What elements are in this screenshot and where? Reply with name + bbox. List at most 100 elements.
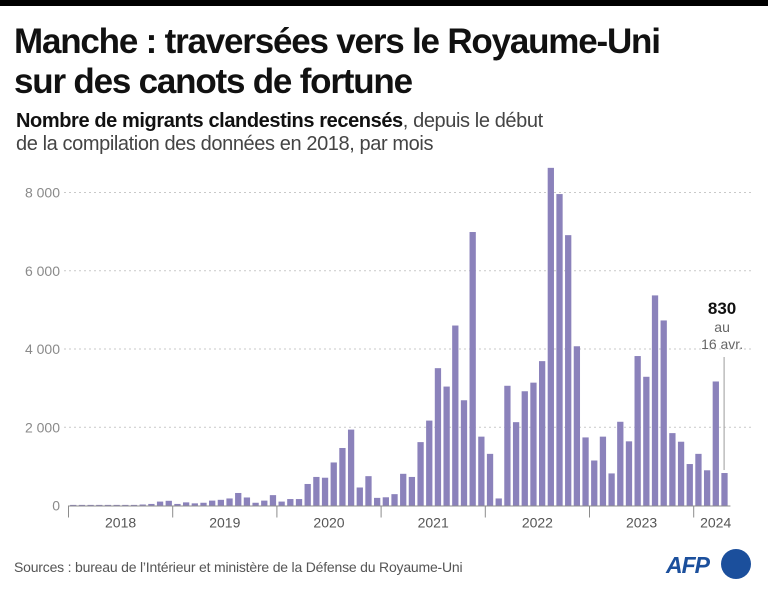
bar [591,460,598,506]
bar [243,497,251,506]
bar [347,429,355,506]
bar [660,320,667,506]
bar [313,476,320,506]
annotation-value: 830 [708,299,736,318]
bar [669,433,676,506]
bar [295,499,303,506]
bar [721,473,728,506]
bar [582,437,589,506]
source-note: Sources : bureau de l’Intérieur et minis… [14,559,463,575]
bar [182,502,190,506]
title-line-2: sur des canots de fortune [14,62,413,101]
bar [686,464,693,506]
subtitle-rest: , depuis le début [402,110,543,132]
bar [469,232,476,506]
bar [504,385,511,506]
bar [191,503,198,506]
bar [608,473,615,506]
bar [486,453,494,506]
bar [321,477,329,506]
afp-logo-circle-icon [721,549,751,579]
bar [104,504,112,506]
x-tick-label: 2023 [626,515,657,531]
bar [677,441,685,506]
subtitle-bold: Nombre de migrants clandestins recensés [16,110,403,132]
bar [235,492,242,506]
bar [530,382,537,506]
x-tick-label: 2018 [105,515,136,531]
x-tick-label: 2024 [700,515,731,531]
bar [452,325,459,506]
x-tick-label: 2022 [522,515,553,531]
x-tick-label: 2019 [209,515,240,531]
bar [356,487,363,506]
bar [426,420,433,506]
bar [252,502,259,506]
bar [556,194,563,506]
chart-subtitle: Nombre de migrants clandestins recensés,… [16,110,716,156]
bar [417,442,424,506]
bar [70,504,77,506]
bar [512,422,520,506]
x-tick-label: 2021 [418,515,449,531]
bar [278,501,285,506]
bar [365,476,372,506]
afp-logo-text: AFP [666,552,710,578]
bar [139,504,146,506]
bar [460,400,468,506]
bar [130,504,138,506]
bar [547,167,554,506]
y-axis-ticks: 0 2 000 4 000 6 000 8 000 [25,185,60,514]
bar [408,476,416,506]
bar [374,497,381,506]
bars [70,167,728,506]
bar [330,462,337,506]
bar [209,500,216,506]
annotation-line-1: au [714,319,730,335]
x-tick-label: 2020 [313,515,344,531]
bar [156,501,164,506]
y-tick-label: 2 000 [25,419,60,435]
bar [703,470,711,506]
chart-title: Manche : traversées vers le Royaume-Uni … [14,22,754,102]
bar [625,441,633,506]
bar [400,473,407,506]
bar [78,504,86,506]
bar [695,453,702,506]
bar [539,361,546,506]
bar [339,447,346,506]
bar [443,386,450,506]
bar [96,504,103,506]
bar [287,499,294,506]
bar [712,381,719,506]
bar [651,295,659,506]
y-tick-label: 8 000 [25,185,60,201]
bar [165,500,172,506]
bar [226,498,233,506]
bar [599,436,607,506]
bar [634,356,641,506]
bar [87,504,94,506]
title-line-1: Manche : traversées vers le Royaume-Uni [14,22,661,61]
bar [269,495,277,506]
afp-logo: AFP [666,549,752,581]
bar [113,504,120,506]
bar [391,494,398,506]
bar [261,500,268,506]
bar [565,235,572,506]
y-tick-label: 6 000 [25,263,60,279]
top-bar [0,0,768,6]
y-tick-label: 4 000 [25,341,60,357]
bar [478,436,485,506]
x-axis: 2018 2019 2020 2021 2022 2023 2024 [68,505,731,531]
bar [617,421,624,506]
bar [382,497,389,506]
bar [122,504,129,506]
bar [434,368,442,506]
bar [217,499,224,506]
bar [174,503,181,506]
subtitle-line-2: de la compilation des données en 2018, p… [16,133,434,155]
bar [573,346,581,506]
bar [148,503,155,506]
